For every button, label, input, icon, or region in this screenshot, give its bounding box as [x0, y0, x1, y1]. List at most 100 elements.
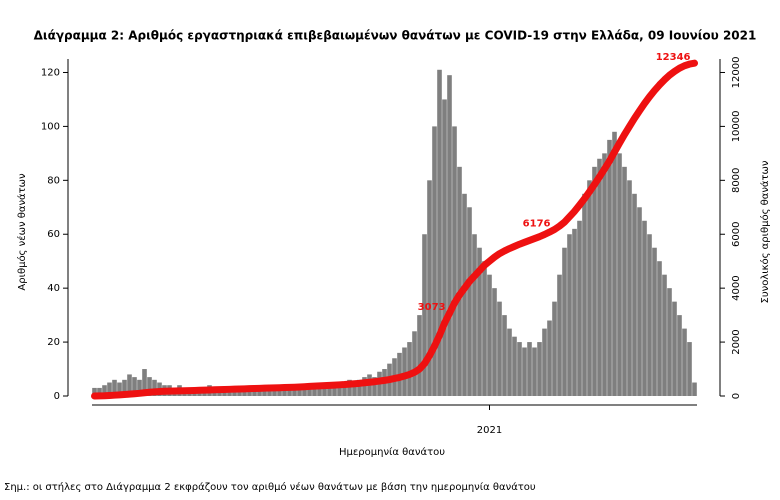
- bar: [222, 390, 227, 396]
- y-tick-label: 0: [54, 391, 60, 402]
- bar: [262, 387, 267, 396]
- bar: [337, 382, 342, 396]
- bar: [342, 382, 347, 396]
- bar: [352, 382, 357, 396]
- bar: [297, 385, 302, 396]
- y-tick-label: 100: [41, 121, 60, 132]
- bar: [142, 369, 147, 396]
- y-tick-label: 60: [47, 229, 60, 240]
- y-tick-label: 80: [47, 175, 60, 186]
- y2-tick-label: 12000: [731, 57, 742, 89]
- bar: [477, 247, 482, 396]
- bar: [607, 139, 612, 396]
- bar: [692, 382, 697, 396]
- bar: [312, 385, 317, 396]
- chart-title: Διάγραμμα 2: Αριθμός εργαστηριακά επιβεβ…: [34, 29, 757, 43]
- footnote: Σημ.: οι στήλες στο Διάγραμμα 2 εκφράζου…: [4, 481, 536, 493]
- bar: [362, 377, 367, 396]
- y2-tick-label: 2000: [731, 329, 742, 354]
- y-axis-label: Αριθμός νέων θανάτων: [16, 173, 28, 291]
- bar: [282, 387, 287, 396]
- bar: [137, 379, 142, 396]
- bar: [417, 315, 422, 396]
- y2-tick-label: 8000: [731, 168, 742, 193]
- bar: [532, 347, 537, 396]
- bar: [442, 99, 447, 396]
- bar: [112, 379, 117, 396]
- bar: [257, 387, 262, 396]
- y-tick-label: 40: [47, 283, 60, 294]
- bar: [507, 328, 512, 396]
- bar: [372, 377, 377, 396]
- bar: [527, 342, 532, 396]
- y2-tick-label: 10000: [731, 110, 742, 142]
- bar: [667, 288, 672, 396]
- bar: [452, 126, 457, 397]
- bar: [267, 390, 272, 396]
- y2-tick-label: 4000: [731, 275, 742, 300]
- bar: [407, 342, 412, 396]
- bar: [277, 387, 282, 396]
- bar: [687, 342, 692, 396]
- bar: [627, 180, 632, 396]
- bar: [132, 377, 137, 396]
- bar: [252, 390, 257, 396]
- bar: [657, 261, 662, 396]
- bar: [637, 207, 642, 396]
- bar: [602, 153, 607, 396]
- value-label: 3073: [418, 302, 446, 313]
- y2-tick-label: 6000: [731, 222, 742, 247]
- bar: [577, 220, 582, 396]
- bar: [92, 387, 97, 396]
- bar: [682, 328, 687, 396]
- bar: [152, 379, 157, 396]
- bar: [432, 126, 437, 397]
- bar: [547, 320, 552, 396]
- bar: [437, 69, 442, 396]
- bar: [572, 228, 577, 396]
- bar: [567, 234, 572, 396]
- bar: [117, 382, 122, 396]
- bar: [542, 328, 547, 396]
- bar: [292, 387, 297, 396]
- bar: [642, 220, 647, 396]
- bar: [517, 342, 522, 396]
- bar: [512, 336, 517, 396]
- bar: [347, 379, 352, 396]
- bar: [612, 131, 617, 397]
- x-axis-label: Ημερομηνία θανάτου: [339, 446, 445, 458]
- bar: [127, 374, 132, 396]
- bar: [412, 331, 417, 396]
- x-tick-label: 2021: [477, 425, 502, 436]
- bar: [487, 274, 492, 396]
- y-tick-label: 120: [41, 67, 60, 78]
- bar: [587, 180, 592, 396]
- bar: [522, 347, 527, 396]
- bar: [322, 385, 327, 396]
- bar: [272, 387, 277, 396]
- bar: [147, 377, 152, 396]
- y-tick-label: 20: [47, 337, 60, 348]
- value-label: 6176: [523, 218, 551, 229]
- bar: [457, 166, 462, 396]
- bar: [557, 274, 562, 396]
- bar: [617, 153, 622, 396]
- bar: [482, 261, 487, 396]
- bar: [317, 387, 322, 396]
- bar: [447, 75, 452, 397]
- bar: [102, 385, 107, 396]
- bar: [472, 234, 477, 396]
- bar: [122, 379, 127, 396]
- bar: [332, 385, 337, 396]
- bar: [562, 247, 567, 396]
- bar: [97, 387, 102, 396]
- bar: [492, 288, 497, 396]
- bar: [462, 193, 467, 396]
- bar: [647, 234, 652, 396]
- bar: [302, 387, 307, 396]
- bar: [307, 385, 312, 396]
- bar: [677, 315, 682, 396]
- bar: [357, 379, 362, 396]
- y2-axis-label: Συνολικός αριθμός θανάτων: [759, 160, 771, 303]
